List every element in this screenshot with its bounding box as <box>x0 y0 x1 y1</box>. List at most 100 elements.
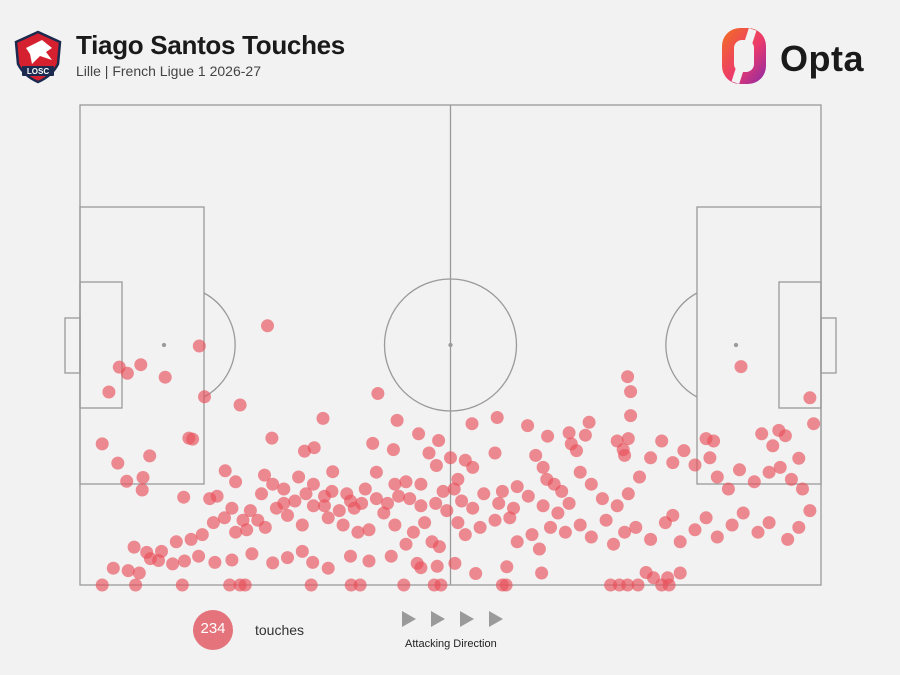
touch-point <box>733 463 746 477</box>
touch-point <box>599 513 613 527</box>
touch-point <box>366 436 380 450</box>
touch-point <box>621 370 635 384</box>
touch-point <box>536 499 550 513</box>
touch-point <box>229 525 243 539</box>
touch-point <box>734 360 748 374</box>
touch-point <box>198 390 211 404</box>
touch-point <box>318 489 331 503</box>
touch-point <box>175 578 189 592</box>
touch-point <box>255 487 268 501</box>
touch-point <box>762 516 776 530</box>
left-goal <box>64 317 81 374</box>
touch-point <box>492 496 506 510</box>
touch-count: 234 <box>200 620 226 637</box>
touch-point <box>295 518 309 532</box>
touch-point <box>473 520 487 534</box>
touch-point <box>316 411 330 425</box>
arrow-right-icon <box>402 611 503 627</box>
touch-point <box>573 465 587 479</box>
touch-point <box>233 398 247 412</box>
lille-club-badge: LOSC <box>14 30 62 84</box>
touch-point <box>292 470 306 484</box>
touch-point <box>751 525 765 539</box>
touch-point <box>251 513 265 527</box>
touch-point <box>95 437 109 451</box>
touch-point <box>792 520 806 534</box>
touch-point <box>499 578 513 592</box>
centre-spot <box>448 342 453 348</box>
touch-point <box>332 504 346 518</box>
touch-point <box>229 475 243 489</box>
touch-point <box>429 459 443 472</box>
touch-point <box>469 567 483 580</box>
touch-point <box>336 518 350 532</box>
touch-point <box>353 578 367 592</box>
touch-point <box>299 487 313 501</box>
touch-point <box>755 427 769 441</box>
touch-point <box>607 537 620 551</box>
touch-point <box>184 532 198 546</box>
touch-point <box>624 385 638 399</box>
touch-point <box>206 516 220 530</box>
touch-point <box>661 571 675 585</box>
touch-point <box>477 487 491 501</box>
touch-point <box>792 451 806 465</box>
touch-point <box>127 540 141 554</box>
touch-point <box>351 525 365 539</box>
touch-point <box>532 542 546 556</box>
touch-point <box>95 578 109 592</box>
touch-point <box>488 446 502 460</box>
touch-point <box>418 516 432 530</box>
touch-point <box>688 523 702 537</box>
touch-point <box>326 465 340 479</box>
touch-point <box>245 547 259 561</box>
touch-point <box>261 319 274 333</box>
touch-point <box>306 477 320 491</box>
touch-point <box>266 477 280 491</box>
touch-point <box>397 578 411 592</box>
touch-point <box>203 492 217 506</box>
touch-point <box>295 544 309 558</box>
touch-point <box>192 549 206 563</box>
touch-point <box>362 554 376 568</box>
touch-point <box>177 490 191 504</box>
touch-point <box>458 528 472 542</box>
right-goal <box>820 317 837 374</box>
attacking-direction-label: Attacking Direction <box>405 638 497 650</box>
chart-title: Tiago Santos Touches <box>76 30 345 60</box>
touch-point <box>796 482 809 496</box>
touch-point <box>631 578 645 592</box>
touch-point <box>218 511 231 525</box>
touch-point <box>318 499 331 513</box>
touch-point <box>762 465 776 479</box>
touch-point <box>358 482 372 496</box>
touch-point <box>570 444 583 458</box>
touch-point <box>639 566 653 579</box>
touch-point <box>536 460 550 474</box>
touch-point <box>392 489 406 503</box>
touch-point <box>558 525 572 539</box>
pitch-markings <box>64 104 837 586</box>
touch-point <box>195 528 209 542</box>
touch-point <box>102 385 116 399</box>
touch-point <box>677 444 691 458</box>
touch-point <box>495 484 509 498</box>
touch-point <box>725 518 739 532</box>
touch-point <box>466 460 480 474</box>
touch-point <box>166 557 180 571</box>
touch-point <box>410 556 424 570</box>
touch-point <box>521 419 535 433</box>
chart-subtitle: Lille | French Ligue 1 2026-27 <box>76 63 261 79</box>
touch-point <box>624 409 638 423</box>
touch-point <box>134 358 148 372</box>
touch-point <box>265 431 279 445</box>
touch-point <box>281 508 294 522</box>
touch-point <box>106 561 120 575</box>
touch-point <box>455 494 469 508</box>
touch-point <box>444 451 457 465</box>
touch-point <box>120 366 134 380</box>
touch-point <box>371 387 385 400</box>
touch-point <box>432 434 446 447</box>
touch-point <box>412 427 426 441</box>
touch-point <box>488 513 502 527</box>
